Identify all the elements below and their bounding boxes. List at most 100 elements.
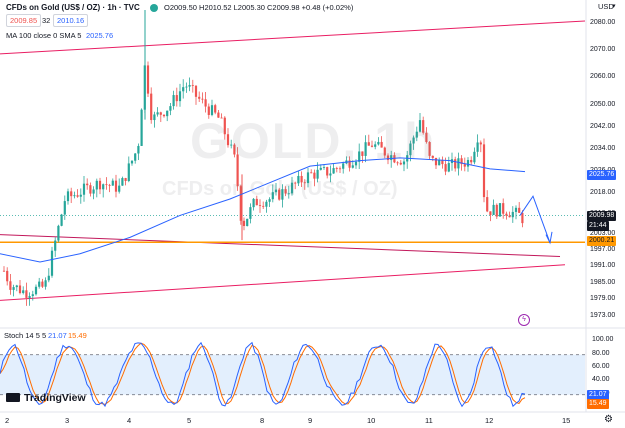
candle-body [399,162,402,165]
candle-body [140,109,143,146]
lightning-event-icon[interactable]: ϟ [518,314,530,326]
stoch-k-line [0,341,526,408]
candle-body [313,172,316,179]
symbol-title[interactable]: CFDs on Gold (US$ / OZ) · 1h · TVC [6,3,140,12]
candle-body [92,189,95,194]
time-axis-label: 9 [308,416,313,425]
candle-body [66,191,70,202]
candle-body [118,185,121,192]
candle-body [348,160,351,168]
candle-body [22,290,25,294]
candle-body [278,189,281,200]
candle-body [374,144,377,147]
countdown-tag: 21:44 [587,221,609,231]
spread-value: 32 [42,16,51,25]
candle-body [319,167,322,170]
candle-body [332,168,335,174]
candle-body [441,160,444,165]
candle-body [386,155,390,161]
candle-body [463,164,466,167]
candle-body [258,205,262,207]
candle-body [73,195,76,197]
stoch-axis-label: 60.00 [592,363,610,370]
candle-body [521,212,524,224]
candle-body [249,207,252,219]
time-axis-label: 10 [367,416,376,425]
candle-body [204,99,207,107]
candle-body [370,145,374,147]
candle-body [233,144,236,155]
candle-body [342,163,345,169]
stoch-d-line [0,342,526,405]
tradingview-logo[interactable]: TradingView [6,392,86,404]
candle-body [175,95,178,102]
candle-body [268,199,271,202]
candle-body [262,205,265,207]
candle-body [383,147,386,156]
candle-body [511,211,514,218]
candle-body [514,207,518,212]
candle-body [438,160,441,166]
candle-body [284,189,287,194]
candle-body [329,173,332,176]
candle-body [498,203,502,217]
currency-label[interactable]: USD [598,2,614,11]
candle-body [50,250,54,276]
candle-body [412,137,415,144]
bid-badge[interactable]: 2009.85 [6,14,42,27]
candle-body [246,218,249,227]
candle-body [28,296,31,298]
candle-body [79,194,82,197]
candle-body [434,157,438,166]
projection-arrowhead [545,231,553,245]
ask-badge[interactable]: 2010.16 [53,14,89,27]
candle-body [518,207,521,213]
candle-body [271,192,274,200]
candle-body [185,86,188,88]
candle-body [306,172,310,184]
candle-body [255,198,258,206]
ma-indicator-value: 2025.76 [86,31,114,40]
candle-body [98,180,102,190]
candle-body [47,275,50,281]
stoch-axis-label: 40.00 [592,376,610,384]
candle-body [502,203,505,214]
candle-body [409,143,412,156]
candle-body [2,270,6,272]
candle-body [364,142,367,156]
currency-dropdown-icon[interactable]: ▾ [612,3,616,10]
candle-body [281,189,284,200]
candle-body [242,220,246,227]
candle-body [239,186,242,221]
candle-body [226,134,230,146]
candle-body [60,214,63,226]
settings-gear-icon[interactable]: ⚙ [604,414,613,425]
last-price-tag: 2009.98 [587,211,617,221]
watermark-symbol: GOLD, 1h [190,113,437,169]
candle-body [479,142,482,145]
stoch-axis-label: 80.00 [592,349,610,357]
candle-body [377,141,380,145]
tradingview-logo-icon [6,393,20,402]
candle-body [415,131,418,138]
ma-indicator-label[interactable]: MA 100 close 0 SMA 5 [6,31,82,40]
candle-body [156,112,159,115]
candle-body [111,180,114,186]
candle-body [127,163,130,181]
candle-body [447,163,450,172]
candle-body [380,141,383,148]
candle-body [9,281,12,290]
candle-body [137,145,140,154]
candle-body [25,290,28,298]
candle-body [425,132,428,143]
stoch-band [0,354,585,395]
candle-body [12,287,15,290]
candle-body [207,106,210,115]
candle-body [316,169,319,179]
stoch-label[interactable]: Stoch 14 5 5 [4,331,47,340]
price-axis-label: 2070.00 [590,46,616,54]
candle-body [265,201,268,207]
stoch-k-tag: 21.07 [587,390,609,400]
ma-line [0,157,526,263]
